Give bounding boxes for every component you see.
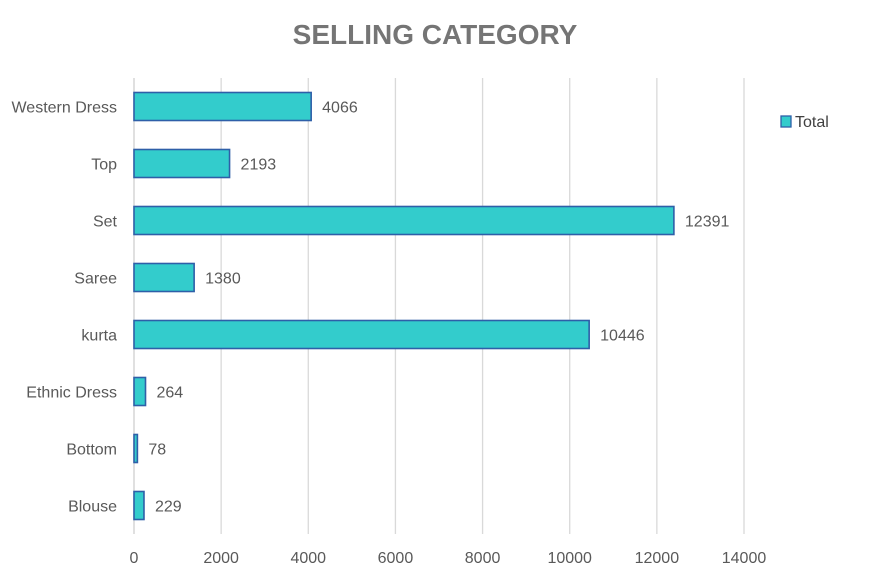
bar: [133, 205, 675, 236]
bar: [133, 148, 231, 179]
category-label: Set: [93, 214, 118, 231]
legend-label-total: Total: [795, 114, 829, 131]
bars: [133, 91, 675, 521]
x-tick-label: 10000: [547, 550, 592, 567]
data-label: 4066: [322, 100, 358, 117]
x-tick-label: 6000: [378, 550, 414, 567]
data-label: 1380: [205, 271, 241, 288]
bar: [133, 319, 590, 350]
category-label: Western Dress: [11, 100, 117, 117]
category-label: Saree: [74, 271, 117, 288]
category-label: Top: [91, 157, 117, 174]
bar: [133, 433, 139, 464]
x-tick-label: 0: [130, 550, 139, 567]
legend-swatch-total: [780, 115, 792, 128]
gridlines: [133, 78, 745, 534]
x-tick-label: 4000: [290, 550, 326, 567]
x-tick-label: 2000: [203, 550, 239, 567]
bar: [133, 91, 312, 122]
legend: Total: [780, 114, 829, 131]
data-label: 78: [148, 442, 166, 459]
data-label: 264: [157, 385, 184, 402]
category-label: Bottom: [66, 442, 117, 459]
category-label: Blouse: [68, 499, 117, 516]
x-tick-label: 12000: [635, 550, 680, 567]
bar: [133, 376, 147, 407]
data-label: 229: [155, 499, 182, 516]
data-label: 2193: [241, 157, 277, 174]
data-label: 10446: [600, 328, 645, 345]
chart-title: SELLING CATEGORY: [293, 19, 578, 50]
x-tick-label: 14000: [722, 550, 767, 567]
bar: [133, 490, 145, 521]
category-label: kurta: [81, 328, 117, 345]
x-tick-label: 8000: [465, 550, 501, 567]
bar: [133, 262, 195, 293]
labels: 0 2000 4000 6000 8000 10000 12000 14000 Western …: [11, 100, 766, 568]
category-label: Ethnic Dress: [26, 385, 117, 402]
data-label: 12391: [685, 214, 730, 231]
